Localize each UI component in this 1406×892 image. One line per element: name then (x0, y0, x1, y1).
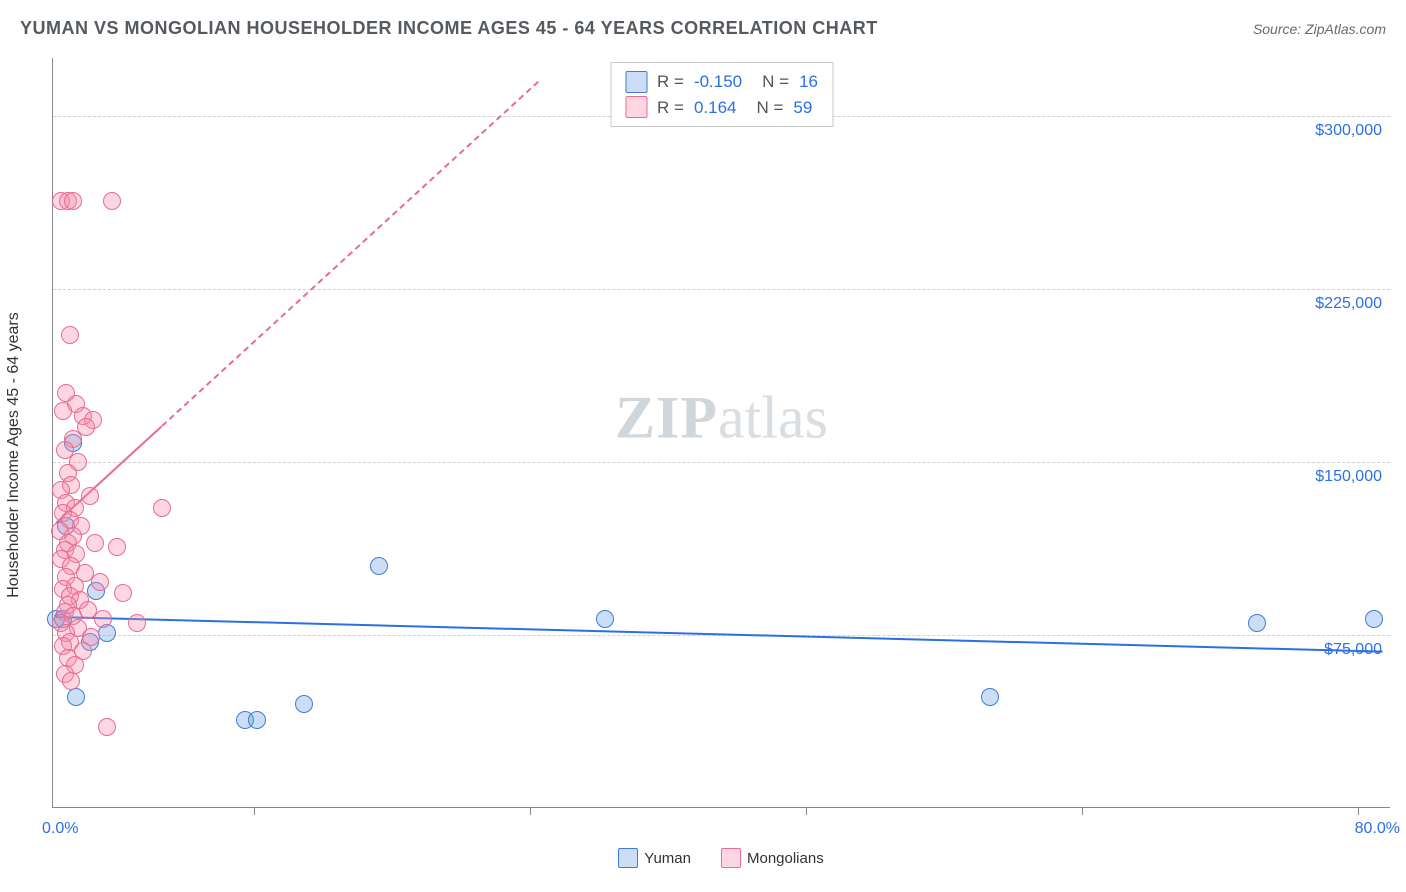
header-row: YUMAN VS MONGOLIAN HOUSEHOLDER INCOME AG… (20, 18, 1386, 39)
x-tick (1358, 807, 1359, 815)
legend-swatch (721, 848, 741, 868)
legend-r-value: -0.150 (694, 69, 742, 95)
y-tick-label: $300,000 (1315, 122, 1382, 140)
data-point (103, 192, 121, 210)
data-point (128, 614, 146, 632)
data-point (67, 688, 85, 706)
data-point (54, 402, 72, 420)
data-point (1248, 614, 1266, 632)
legend-series-name: Mongolians (747, 850, 824, 867)
data-point (94, 610, 112, 628)
x-max-label: 80.0% (1355, 820, 1400, 838)
data-point (86, 534, 104, 552)
correlation-legend: R =-0.150N =16R =0.164N =59 (610, 62, 833, 127)
data-point (295, 695, 313, 713)
data-point (91, 573, 109, 591)
data-point (370, 557, 388, 575)
data-point (61, 326, 79, 344)
legend-swatch (618, 848, 638, 868)
gridline (53, 289, 1390, 290)
x-tick (254, 807, 255, 815)
legend-series-name: Yuman (644, 850, 691, 867)
data-point (248, 711, 266, 729)
data-point (114, 584, 132, 602)
legend-r-label: R = (657, 69, 684, 95)
trendline (161, 81, 539, 427)
watermark: ZIPatlas (615, 383, 828, 452)
legend-swatch (625, 96, 647, 118)
source-label: Source: ZipAtlas.com (1253, 21, 1386, 37)
gridline (53, 462, 1390, 463)
data-point (98, 718, 116, 736)
series-legend: Yuman Mongolians (52, 848, 1390, 868)
x-tick (1082, 807, 1083, 815)
legend-row: R = 0.164 N = 59 (625, 95, 818, 121)
legend-n-value: 16 (799, 69, 818, 95)
data-point (64, 192, 82, 210)
legend-swatch (625, 71, 647, 93)
legend-r-value: 0.164 (694, 95, 737, 121)
plot-area: ZIPatlas R =-0.150N =16R =0.164N =59 $75… (52, 58, 1390, 808)
legend-n-value: 59 (793, 95, 812, 121)
watermark-bold: ZIP (615, 384, 718, 450)
y-tick-label: $150,000 (1315, 468, 1382, 486)
data-point (153, 499, 171, 517)
data-point (596, 610, 614, 628)
x-min-label: 0.0% (42, 820, 78, 838)
data-point (108, 538, 126, 556)
legend-row: R = -0.150 N = 16 (625, 69, 818, 95)
data-point (81, 487, 99, 505)
y-tick-label: $225,000 (1315, 295, 1382, 313)
data-point (1365, 610, 1383, 628)
legend-item: Mongolians (721, 848, 824, 868)
legend-item: Yuman (618, 848, 691, 868)
watermark-rest: atlas (718, 384, 828, 450)
correlation-chart: YUMAN VS MONGOLIAN HOUSEHOLDER INCOME AG… (0, 0, 1406, 892)
y-axis-label: Householder Income Ages 45 - 64 years (5, 312, 23, 598)
x-tick (530, 807, 531, 815)
data-point (981, 688, 999, 706)
legend-n-label: N = (756, 95, 783, 121)
data-point (62, 672, 80, 690)
legend-r-label: R = (657, 95, 684, 121)
chart-title: YUMAN VS MONGOLIAN HOUSEHOLDER INCOME AG… (20, 18, 878, 39)
legend-n-label: N = (762, 69, 789, 95)
x-tick (806, 807, 807, 815)
